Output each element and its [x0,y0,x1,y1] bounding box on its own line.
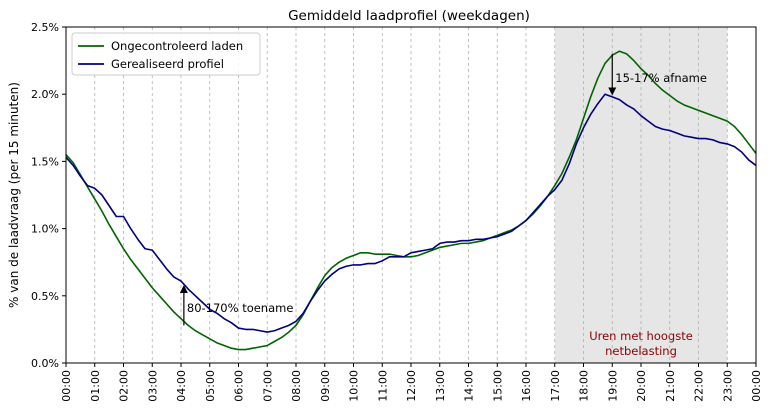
annotation-label-1: 80-170% toename [187,301,294,315]
series-line-uncontrolled [65,50,757,351]
legend-label-realized: Gerealiseerd profiel [111,57,224,71]
x-tick-label: 00:00 [750,370,763,402]
x-tick-label: 11:00 [376,370,389,402]
x-tick-label: 14:00 [463,370,476,402]
x-tick-label: 08:00 [290,370,303,402]
annotation-arrow-head [608,87,617,96]
x-tick-label: 18:00 [578,370,591,402]
x-tick-label: 01:00 [89,370,102,402]
y-axis-title: % van de laadvraag (per 15 minuten) [7,82,21,308]
x-tick-label: 04:00 [175,370,188,402]
x-tick-label: 23:00 [721,370,734,402]
axes: 0.0% 0.5% 1.0% 1.5% 2.0% 2.5% 00:00 01:00 02:00 0… [31,21,763,402]
annotations: 80-170% toename 15-17% afname [179,53,707,326]
annotation-label-2: 15-17% afname [615,71,707,85]
chart-title: Gemiddeld laadprofiel (weekdagen) [288,8,530,24]
x-tick-label: 20:00 [635,370,648,402]
x-tick-label: 22:00 [693,370,706,402]
x-tick-label: 12:00 [405,370,418,402]
x-tick-label: 03:00 [146,370,159,402]
x-tick-label: 17:00 [549,370,562,402]
x-tick-label: 13:00 [434,370,447,402]
x-tick-label: 10:00 [348,370,361,402]
legend-label-uncontrolled: Ongecontroleerd laden [111,39,243,53]
x-tick-label: 02:00 [118,370,131,402]
x-tick-label: 00:00 [60,370,73,402]
x-tick-label: 06:00 [233,370,246,402]
annotation-arrow-head [179,285,188,294]
x-tick-label: 16:00 [520,370,533,402]
series-lines [65,50,757,351]
y-tick-label: 0.5% [31,290,59,303]
y-tick-label: 2.5% [31,21,59,34]
y-tick-label: 2.0% [31,88,59,101]
y-tick-label: 1.5% [31,155,59,168]
x-tick-label: 09:00 [319,370,332,402]
grid-lines [94,27,728,363]
x-tick-label: 15:00 [491,370,504,402]
y-tick-label: 1.0% [31,223,59,236]
series-line-realized [65,93,757,333]
x-tick-label: 05:00 [204,370,217,402]
legend-box [71,32,261,76]
legend: Ongecontroleerd laden Gerealiseerd profie… [71,32,261,76]
x-tick-label: 19:00 [606,370,619,402]
x-tick-label: 07:00 [261,370,274,402]
y-tick-label: 0.0% [31,357,59,370]
x-tick-label: 21:00 [664,370,677,402]
